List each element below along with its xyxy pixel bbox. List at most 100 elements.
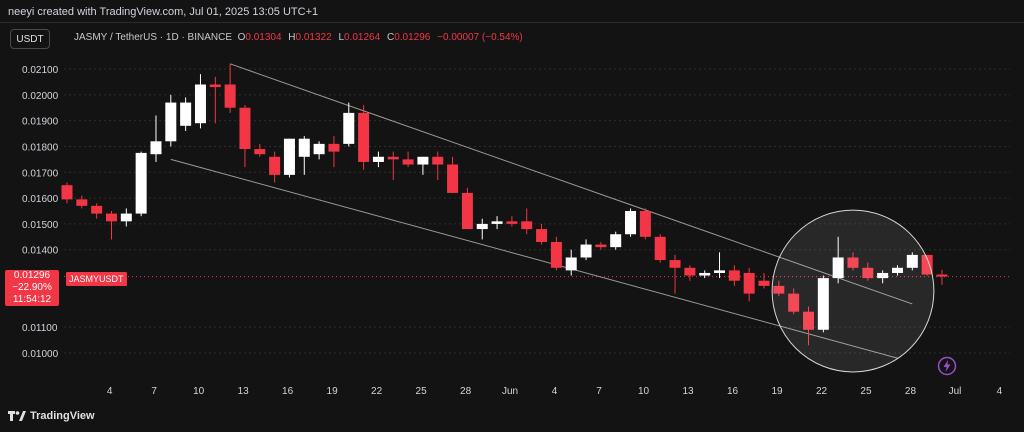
candle-body — [298, 138, 310, 157]
highlight-circle — [771, 209, 935, 373]
current-price: 0.01296 — [13, 270, 51, 281]
candle-body — [758, 280, 770, 286]
y-tick-label: 0.01400 — [22, 246, 59, 257]
y-tick-label: 0.01700 — [22, 168, 59, 179]
low-value: 0.01264 — [344, 32, 381, 43]
channel-line — [229, 63, 913, 305]
brand-name: TradingView — [30, 410, 95, 422]
flash-icon[interactable] — [937, 356, 957, 376]
candle-body — [773, 285, 785, 294]
x-tick-label: Jun — [502, 386, 518, 397]
candle-body — [728, 270, 740, 281]
open-label: O — [237, 32, 246, 43]
candle-body — [432, 156, 444, 165]
x-tick-label: 4 — [997, 386, 1003, 397]
candle-body — [610, 234, 622, 248]
y-tick-label: 0.01000 — [22, 349, 59, 360]
candle-body — [209, 84, 221, 88]
candle-body — [743, 272, 755, 294]
candle-body — [491, 221, 503, 224]
x-tick-label: 25 — [416, 386, 428, 397]
candle-body — [639, 211, 651, 237]
candle-body — [476, 223, 488, 230]
change-value: −0.00007 (−0.54%) — [437, 32, 523, 43]
candle-body — [891, 267, 903, 273]
candle-body — [684, 267, 696, 276]
candle-body — [76, 199, 88, 206]
y-tick-label: 0.02000 — [22, 91, 59, 102]
candle-body — [328, 143, 340, 152]
candles — [61, 63, 948, 346]
candle-body — [877, 272, 889, 279]
price-change-pct: −22.90% — [12, 282, 52, 293]
candle-body — [550, 241, 562, 268]
close-label: C — [386, 32, 395, 43]
symbol-info: JASMY / TetherUS · 1D · BINANCE O0.01304… — [74, 32, 527, 43]
candle-body — [165, 102, 177, 142]
candle-body — [803, 311, 814, 330]
x-tick-label: 25 — [860, 386, 872, 397]
candle-body — [61, 185, 73, 200]
candle-body — [565, 257, 577, 271]
x-tick-label: 7 — [596, 386, 602, 397]
currency-button[interactable]: USDT — [10, 29, 50, 49]
candle-body — [358, 112, 370, 162]
low-label: L — [338, 32, 345, 43]
candle-body — [194, 84, 206, 124]
candle-body — [417, 156, 429, 165]
candle-body — [387, 156, 399, 160]
x-tick-label: 19 — [327, 386, 339, 397]
channel-line — [170, 158, 898, 359]
candle-body — [714, 270, 726, 273]
close-value: 0.01296 — [394, 32, 431, 43]
bar-countdown: 11:54:12 — [12, 294, 52, 305]
highlight-ellipse — [771, 209, 935, 373]
x-tick-label: 10 — [193, 386, 205, 397]
ticker-tag: JASMYUSDT — [66, 272, 127, 286]
time-axis: 4 7 10 13 16 19 22 25 28 Jun 4 7 10 13 16 19 22 25 28 Jul 4 — [107, 386, 1003, 397]
candle-body — [817, 278, 829, 330]
trend-channel — [170, 63, 913, 359]
candle-body — [254, 149, 266, 155]
chart-attribution: neeyi created with TradingView.com, Jul … — [8, 6, 319, 18]
x-tick-label: 13 — [238, 386, 250, 397]
x-tick-label: 7 — [151, 386, 157, 397]
candle-body — [239, 107, 251, 150]
candle-body — [105, 213, 117, 222]
candle-body — [135, 152, 147, 214]
candle-body — [580, 244, 592, 258]
candle-body — [936, 274, 948, 277]
y-tick-label: 0.02100 — [22, 65, 59, 76]
tradingview-logo-icon — [8, 411, 26, 421]
candle-body — [313, 143, 325, 155]
divider — [0, 22, 1024, 23]
candle-body — [669, 260, 681, 268]
candle-body — [625, 211, 637, 235]
candle-body — [461, 192, 473, 230]
y-tick-label: 0.01600 — [22, 194, 59, 205]
candle-body — [269, 156, 281, 175]
candle-body — [402, 159, 414, 165]
y-tick-label: 0.01800 — [22, 142, 59, 153]
candle-body — [521, 221, 533, 230]
x-tick-label: 28 — [460, 386, 472, 397]
high-label: H — [288, 32, 296, 43]
y-tick-label: 0.01100 — [22, 323, 58, 334]
candle-body — [91, 205, 103, 214]
y-tick-label: 0.01900 — [22, 117, 59, 128]
tradingview-logo[interactable]: TradingView — [8, 410, 95, 422]
x-tick-label: Jul — [949, 386, 962, 397]
candle-body — [862, 267, 874, 279]
candle-body — [699, 272, 711, 276]
candle-body — [283, 138, 295, 175]
candle-body — [372, 156, 384, 162]
y-tick-label: 0.01500 — [22, 220, 59, 231]
candle-body — [180, 102, 192, 126]
current-price-badge: 0.01296 −22.90% 11:54:12 — [5, 270, 59, 306]
open-value: 0.01304 — [245, 32, 282, 43]
candle-body — [150, 141, 162, 155]
x-tick-label: 4 — [552, 386, 558, 397]
candle-body — [847, 257, 859, 268]
candle-body — [506, 221, 518, 224]
